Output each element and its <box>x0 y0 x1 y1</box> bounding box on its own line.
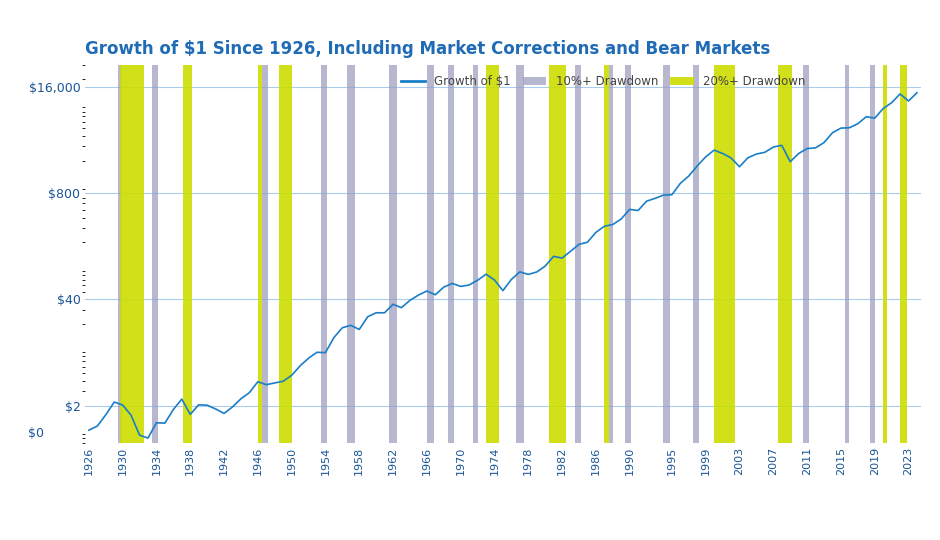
Bar <box>574 65 581 443</box>
Bar <box>515 65 524 443</box>
Bar <box>604 65 608 443</box>
Bar <box>777 65 791 443</box>
Text: Growth of $1 Since 1926, Including Market Corrections and Bear Markets: Growth of $1 Since 1926, Including Marke… <box>85 39 770 58</box>
Bar <box>448 65 454 443</box>
Text: $0: $0 <box>27 427 44 440</box>
Bar <box>389 65 398 443</box>
Bar <box>625 65 632 443</box>
Bar <box>347 65 355 443</box>
Bar <box>901 65 907 443</box>
Bar <box>608 65 613 443</box>
Bar <box>258 65 262 443</box>
Legend: Growth of $1, 10%+ Drawdown, 20%+ Drawdown: Growth of $1, 10%+ Drawdown, 20%+ Drawdo… <box>397 71 810 93</box>
Bar <box>321 65 327 443</box>
Bar <box>152 65 158 443</box>
Bar <box>884 65 886 443</box>
Bar <box>803 65 808 443</box>
Bar <box>120 65 144 443</box>
Bar <box>474 65 478 443</box>
Bar <box>183 65 192 443</box>
Bar <box>870 65 875 443</box>
Bar <box>486 65 499 443</box>
Bar <box>714 65 735 443</box>
Bar <box>845 65 850 443</box>
Bar <box>118 65 122 443</box>
Bar <box>664 65 670 443</box>
Bar <box>549 65 566 443</box>
Bar <box>262 65 268 443</box>
Bar <box>693 65 699 443</box>
Bar <box>427 65 433 443</box>
Bar <box>279 65 291 443</box>
